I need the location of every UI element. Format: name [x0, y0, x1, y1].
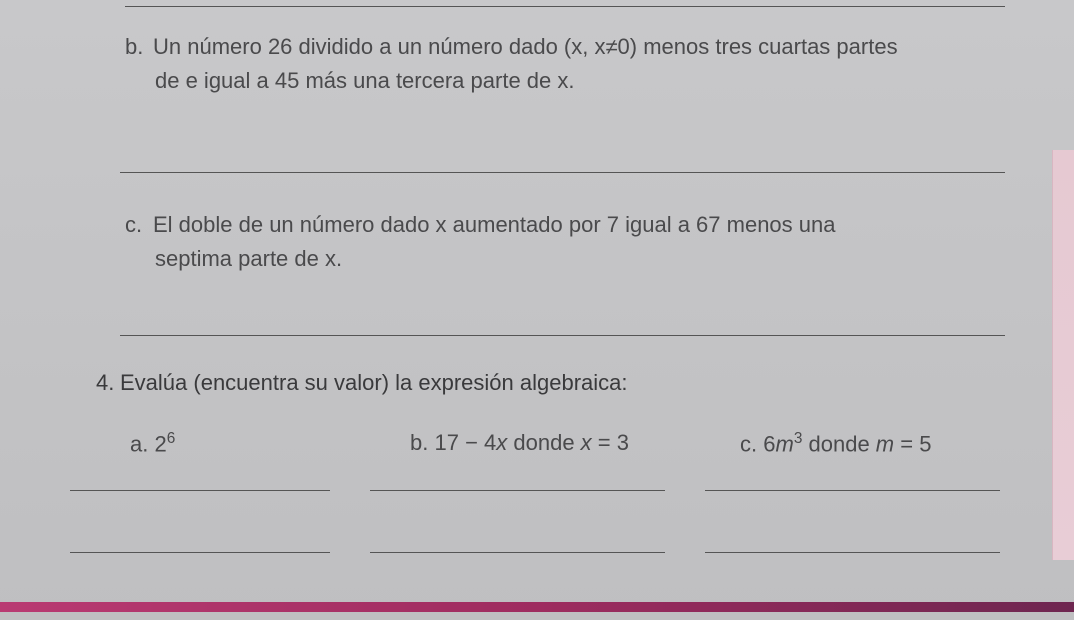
answer-blanks-row2 — [70, 552, 1030, 553]
problem-b-line1: Un número 26 dividido a un número dado (… — [153, 34, 898, 59]
bottom-color-bar — [0, 602, 1074, 612]
page-edge-strip — [1052, 150, 1074, 560]
option-c-eq-var: m — [876, 431, 894, 456]
problem-c-line1: El doble de un número dado x aumentado p… — [153, 212, 835, 237]
option-c-var: m — [776, 431, 794, 456]
answer-blank — [370, 490, 665, 491]
options-row: a. 26 b. 17 − 4x donde x = 3 c. 6m3 dond… — [130, 430, 1030, 457]
problem-c: c.El doble de un número dado x aumentado… — [125, 208, 995, 276]
option-b-expr-pre: 17 − 4 — [434, 430, 496, 455]
problem-c-line2: septima parte de x. — [125, 242, 995, 276]
answer-rule-b — [120, 172, 1005, 173]
option-a-base: 2 — [154, 431, 166, 456]
option-b-eq-rest: = 3 — [592, 430, 629, 455]
option-b: b. 17 − 4x donde x = 3 — [410, 430, 740, 457]
option-c-eq-rest: = 5 — [894, 431, 931, 456]
answer-blank — [370, 552, 665, 553]
problem-4-text: Evalúa (encuentra su valor) la expresión… — [120, 370, 628, 395]
option-b-eq-var: x — [581, 430, 592, 455]
option-c-donde: donde — [802, 431, 875, 456]
horizontal-rule — [125, 6, 1005, 7]
option-b-donde: donde — [507, 430, 580, 455]
problem-4: 4.Evalúa (encuentra su valor) la expresi… — [96, 370, 1006, 396]
problem-b-line2: de e igual a 45 más una tercera parte de… — [125, 64, 1005, 98]
option-b-var: x — [496, 430, 507, 455]
problem-b: b.Un número 26 dividido a un número dado… — [125, 30, 1005, 98]
option-a-label: a. — [130, 431, 148, 456]
problem-c-letter: c. — [125, 208, 153, 242]
option-b-label: b. — [410, 430, 428, 455]
answer-blank — [705, 490, 1000, 491]
option-a: a. 26 — [130, 430, 410, 457]
answer-blank — [705, 552, 1000, 553]
answer-blank — [70, 490, 330, 491]
problem-b-letter: b. — [125, 30, 153, 64]
answer-blanks-row1 — [70, 490, 1030, 491]
problem-4-number: 4. — [96, 370, 120, 396]
option-c-coef: 6 — [763, 431, 775, 456]
option-c: c. 6m3 donde m = 5 — [740, 430, 1020, 457]
option-c-label: c. — [740, 431, 757, 456]
answer-blank — [70, 552, 330, 553]
option-a-exp: 6 — [167, 430, 176, 447]
answer-rule-c — [120, 335, 1005, 336]
